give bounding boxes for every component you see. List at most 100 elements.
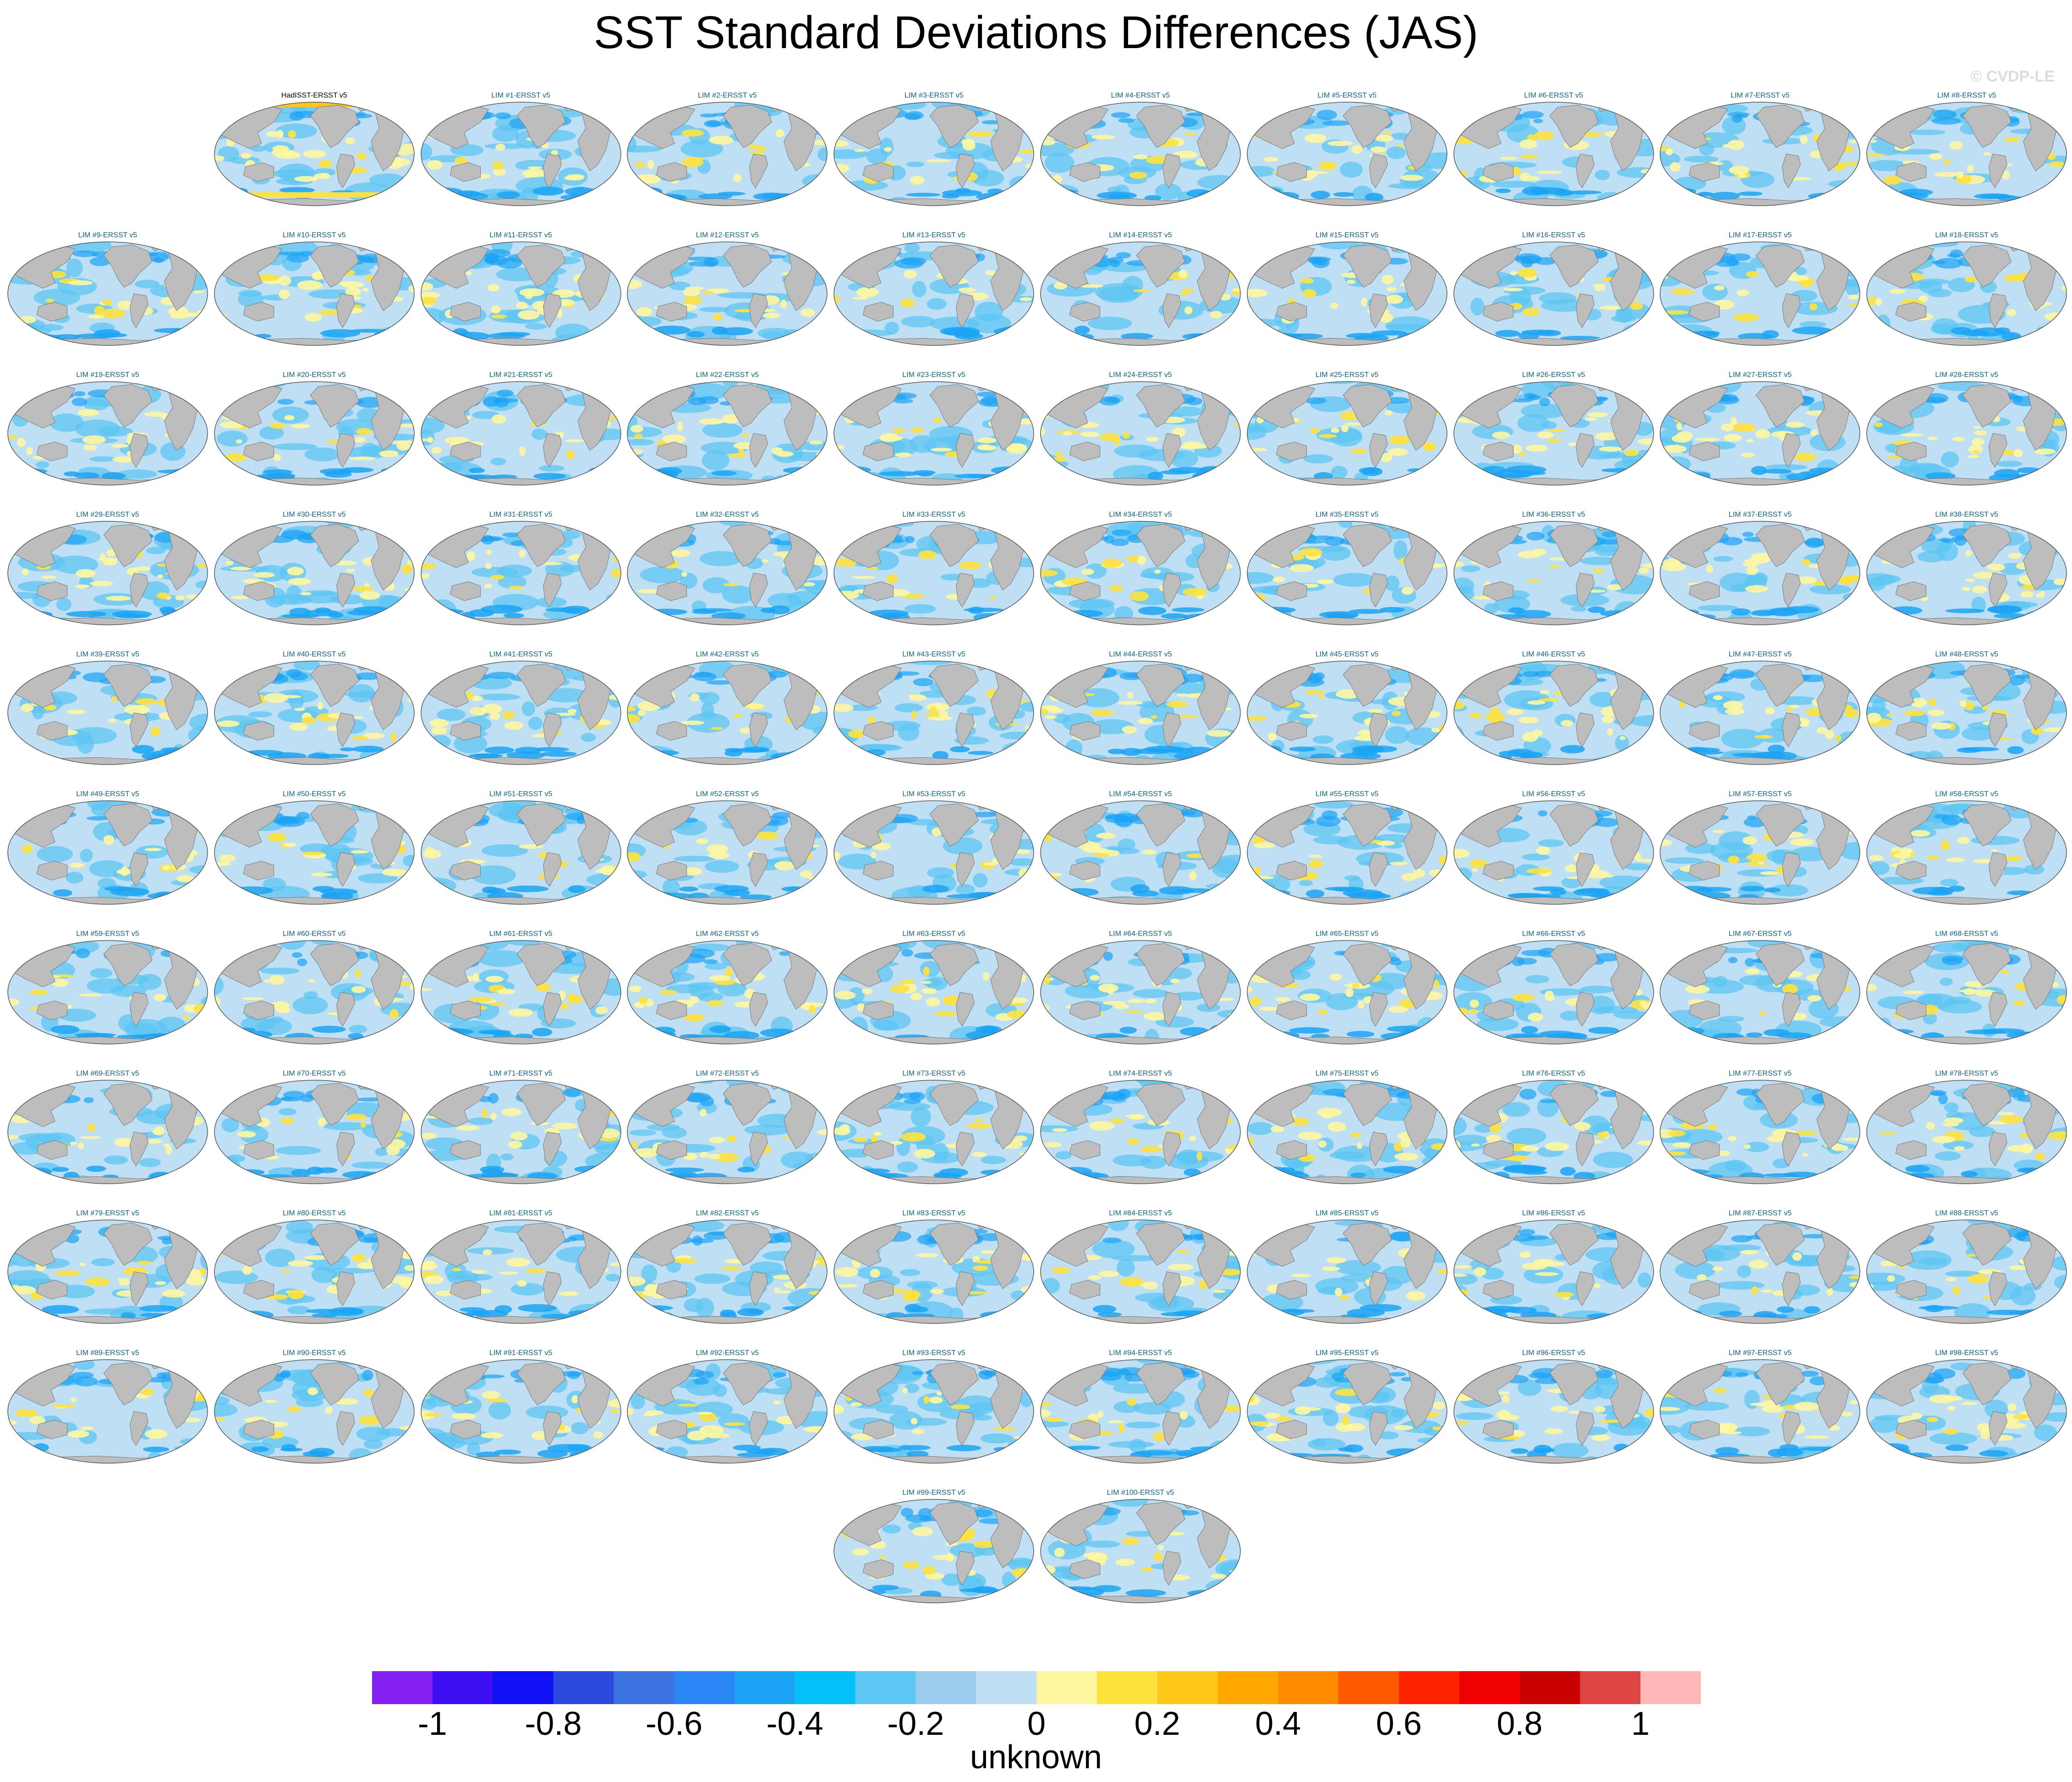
colorbar-tick-label: 0.6 — [1376, 1705, 1422, 1742]
map-panel-member: LIM #73-ERSST v5 — [833, 1070, 1035, 1187]
colorbar-swatch — [432, 1671, 493, 1704]
map-panel-member: LIM #37-ERSST v5 — [1659, 511, 1861, 628]
map-ellipse — [833, 1359, 1034, 1464]
map-panel-member: LIM #49-ERSST v5 — [6, 790, 209, 907]
colorbar-swatch — [493, 1671, 554, 1704]
map-ellipse — [1453, 241, 1654, 346]
map-ellipse — [1866, 1219, 2067, 1324]
map-panel-member: LIM #92-ERSST v5 — [626, 1349, 828, 1466]
map-ellipse — [1040, 1359, 1241, 1464]
map-panel-member: LIM #54-ERSST v5 — [1039, 790, 1242, 907]
panel-title: LIM #54-ERSST v5 — [1109, 790, 1172, 798]
panel-title: LIM #93-ERSST v5 — [902, 1349, 965, 1357]
map-ellipse — [627, 661, 828, 765]
colorbar-swatch — [1519, 1671, 1580, 1704]
map-ellipse — [420, 1080, 621, 1184]
panel-title: LIM #88-ERSST v5 — [1935, 1209, 1998, 1217]
map-ellipse — [1247, 1080, 1447, 1184]
map-ellipse — [214, 1359, 415, 1464]
map-panel-member: LIM #40-ERSST v5 — [213, 650, 416, 768]
panel-title: LIM #24-ERSST v5 — [1109, 371, 1172, 379]
panel-title: LIM #89-ERSST v5 — [76, 1349, 139, 1357]
map-panel-member: LIM #4-ERSST v5 — [1039, 92, 1242, 209]
map-ellipse — [627, 1080, 828, 1184]
map-panel-reference: HadISST-ERSST v5 — [213, 92, 416, 209]
map-ellipse — [7, 241, 208, 346]
map-panel-member: LIM #99-ERSST v5 — [833, 1489, 1035, 1606]
panel-title: LIM #27-ERSST v5 — [1728, 371, 1792, 379]
map-ellipse — [1040, 800, 1241, 905]
map-ellipse — [1247, 521, 1447, 625]
map-ellipse — [1040, 102, 1241, 206]
panel-title: LIM #90-ERSST v5 — [283, 1349, 346, 1357]
map-panel-member: LIM #2-ERSST v5 — [626, 92, 828, 209]
colorbar-tick-label: -0.6 — [646, 1705, 703, 1742]
colorbar-tick-label: -0.8 — [525, 1705, 582, 1742]
map-ellipse — [833, 1219, 1034, 1324]
map-ellipse — [1040, 381, 1241, 486]
map-panel-member: LIM #12-ERSST v5 — [626, 231, 828, 349]
map-panel-member: LIM #59-ERSST v5 — [6, 930, 209, 1047]
panel-title: LIM #85-ERSST v5 — [1316, 1209, 1379, 1217]
map-ellipse — [420, 241, 621, 346]
map-panel-member: LIM #62-ERSST v5 — [626, 930, 828, 1047]
map-ellipse — [1660, 661, 1861, 765]
panel-title: LIM #51-ERSST v5 — [489, 790, 553, 798]
map-ellipse — [1866, 521, 2067, 625]
panel-title: LIM #43-ERSST v5 — [902, 650, 965, 658]
panel-title: LIM #55-ERSST v5 — [1316, 790, 1379, 798]
panel-title: LIM #30-ERSST v5 — [283, 511, 346, 519]
map-panel-member: LIM #27-ERSST v5 — [1659, 371, 1861, 488]
colorbar-swatch — [674, 1671, 735, 1704]
map-panel-member: LIM #34-ERSST v5 — [1039, 511, 1242, 628]
map-panel-member: LIM #70-ERSST v5 — [213, 1070, 416, 1187]
map-panel-member: LIM #13-ERSST v5 — [833, 231, 1035, 349]
panel-title: LIM #99-ERSST v5 — [902, 1489, 965, 1497]
map-ellipse — [627, 521, 828, 625]
map-panel-member: LIM #80-ERSST v5 — [213, 1209, 416, 1327]
map-ellipse — [1453, 381, 1654, 486]
map-ellipse — [1040, 1080, 1241, 1184]
panel-title: LIM #13-ERSST v5 — [902, 231, 965, 239]
map-ellipse — [627, 1219, 828, 1324]
map-panel-member: LIM #8-ERSST v5 — [1865, 92, 2068, 209]
map-ellipse — [214, 940, 415, 1044]
map-panel-member: LIM #56-ERSST v5 — [1453, 790, 1655, 907]
colorbar-tick-label: 0.2 — [1134, 1705, 1180, 1742]
map-ellipse — [214, 241, 415, 346]
map-panel-member: LIM #29-ERSST v5 — [6, 511, 209, 628]
map-ellipse — [1040, 1499, 1241, 1603]
map-ellipse — [833, 521, 1034, 625]
map-ellipse — [1866, 800, 2067, 905]
map-panel-member: LIM #95-ERSST v5 — [1246, 1349, 1448, 1466]
panel-title: LIM #34-ERSST v5 — [1109, 511, 1172, 519]
map-ellipse — [420, 800, 621, 905]
panel-title: LIM #83-ERSST v5 — [902, 1209, 965, 1217]
panel-title: LIM #32-ERSST v5 — [696, 511, 759, 519]
map-ellipse — [214, 381, 415, 486]
panel-title: LIM #57-ERSST v5 — [1728, 790, 1792, 798]
colorbar-tick-label: 0.4 — [1255, 1705, 1301, 1742]
map-panel-member: LIM #68-ERSST v5 — [1865, 930, 2068, 1047]
map-ellipse — [833, 800, 1034, 905]
map-panel-member: LIM #55-ERSST v5 — [1246, 790, 1448, 907]
map-panel-member: LIM #71-ERSST v5 — [420, 1070, 622, 1187]
panel-title: LIM #41-ERSST v5 — [489, 650, 553, 658]
panel-title: LIM #11-ERSST v5 — [489, 231, 552, 239]
panel-title: LIM #64-ERSST v5 — [1109, 930, 1172, 938]
map-panel-member: LIM #83-ERSST v5 — [833, 1209, 1035, 1327]
panel-title: LIM #56-ERSST v5 — [1522, 790, 1585, 798]
map-panel-member: LIM #76-ERSST v5 — [1453, 1070, 1655, 1187]
map-ellipse — [833, 940, 1034, 1044]
map-panel-member: LIM #51-ERSST v5 — [420, 790, 622, 907]
map-panel-member: LIM #50-ERSST v5 — [213, 790, 416, 907]
colorbar-swatch — [1338, 1671, 1399, 1704]
panel-title: LIM #23-ERSST v5 — [902, 371, 965, 379]
map-panel-member: LIM #52-ERSST v5 — [626, 790, 828, 907]
colorbar-swatch — [1036, 1671, 1097, 1704]
panel-title: LIM #36-ERSST v5 — [1522, 511, 1585, 519]
panel-title: LIM #87-ERSST v5 — [1728, 1209, 1792, 1217]
map-panel-member: LIM #10-ERSST v5 — [213, 231, 416, 349]
colorbar-swatch — [1217, 1671, 1278, 1704]
